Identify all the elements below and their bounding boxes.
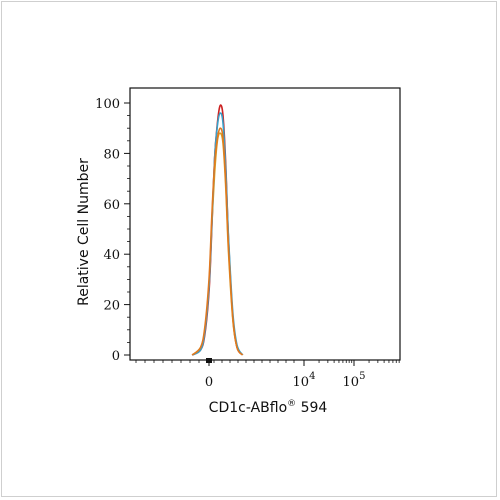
- plot-area-border: [129, 87, 401, 361]
- x-tick-label: 0: [205, 375, 213, 390]
- x-axis-label-suffix: 594: [296, 400, 327, 416]
- series-line-2: [191, 132, 244, 356]
- y-tick-label: 40: [103, 248, 120, 263]
- y-tick-label: 100: [95, 97, 120, 112]
- x-axis-label: CD1c-ABflo® 594: [209, 399, 328, 416]
- x-axis-label-superscript: ®: [287, 399, 296, 409]
- x-axis-label-main: CD1c-ABflo: [209, 400, 287, 416]
- y-tick-label: 60: [103, 198, 120, 213]
- x-tick-label: 104: [293, 371, 316, 390]
- y-tick-label: 20: [103, 299, 120, 314]
- series-line-4: [191, 127, 244, 356]
- x-axis: 0 104 105: [135, 358, 400, 390]
- y-tick-label: 0: [112, 349, 120, 364]
- y-axis-label: Relative Cell Number: [76, 158, 92, 306]
- zero-marker: [206, 358, 212, 363]
- y-tick-label: 80: [103, 147, 120, 162]
- series-group: [191, 104, 244, 356]
- series-line-3: [191, 112, 244, 356]
- y-axis: 0 20 40 60 80 100: [95, 97, 130, 364]
- x-tick-label: 105: [343, 371, 366, 390]
